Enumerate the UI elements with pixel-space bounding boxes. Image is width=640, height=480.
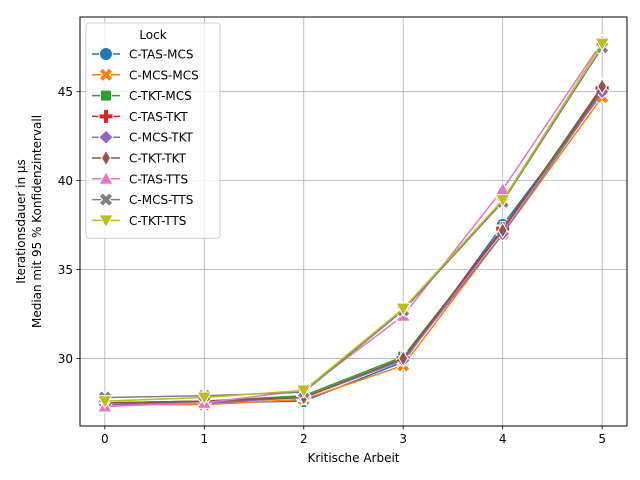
legend-box [85,22,221,239]
x-axis-label: Kritische Arbeit [307,451,399,465]
legend-label: C-TKT-TKT [129,152,187,166]
y-axis-label: Iterationsdauer in µs Median mit 95 % Ko… [14,115,44,328]
y-tick-label: 45 [58,85,73,99]
legend-label: C-MCS-TKT [129,131,194,145]
data-point [398,349,409,367]
legend-entry: C-TAS-TKT [92,108,188,124]
y-tick-label: 40 [58,174,73,188]
y-axis-label-line-1: Iterationsdauer in µs [14,159,28,284]
legend-entry: C-TAS-TTS [92,170,188,186]
data-point [594,37,610,52]
x-tick-label: 4 [499,432,507,446]
series-line [104,41,603,408]
legend-label: C-MCS-MCS [129,68,199,82]
legend-entry: C-MCS-MCS [92,67,199,83]
plot-frame [79,16,628,427]
y-axis-label-line-2: Median mit 95 % Konfidenzintervall [30,115,44,328]
legend-entry: C-TKT-TTS [92,214,186,229]
data-point [295,384,312,399]
legend-title: Lock [139,28,166,42]
legend-label: C-TKT-TTS [129,214,186,228]
legend-marker [100,89,112,102]
x-tick-label: 5 [598,432,606,446]
legend-marker [98,170,114,185]
legend-label: C-TKT-MCS [129,89,192,103]
legend-entry: C-MCS-TKT [92,129,194,145]
legend-entry: C-TAS-MCS [92,47,194,62]
legend-label: C-MCS-TTS [129,193,193,207]
legend-marker [98,67,114,83]
legend-marker [100,149,112,167]
series-c-tkt-tts [97,37,610,410]
x-tick-label: 3 [399,432,407,446]
legend-marker [98,108,114,124]
data-point [494,194,511,209]
x-tick-label: 1 [200,432,208,446]
legend-marker [98,129,114,145]
legend-entry: C-MCS-TTS [92,192,193,208]
x-tick-label: 0 [101,432,109,446]
legend-entry: C-TKT-MCS [92,89,192,103]
legend-entries: C-TAS-MCS C-MCS-MCS C-TKT-MCS C-TAS-TKT C-MC… [92,47,199,229]
series-layer [97,33,610,413]
legend-label: C-TAS-TKT [129,110,188,124]
legend: Lock C-TAS-MCS C-MCS-MCS C-TKT-MCS C-TAS-TK… [85,22,221,239]
data-point [395,302,412,317]
legend-marker [99,47,113,61]
data-point [497,221,508,239]
data-point [597,77,608,95]
series-line [104,43,603,402]
legend-label: C-TAS-TTS [129,172,188,186]
y-tick-label: 30 [58,352,73,366]
legend-marker [98,192,114,208]
legend-label: C-TAS-MCS [129,48,194,62]
data-point [97,395,113,410]
series-line [104,46,603,399]
data-point [196,391,213,406]
x-tick-label: 2 [300,432,308,446]
legend-entry: C-TKT-TKT [92,149,187,167]
y-tick-label: 35 [58,263,73,277]
series-line [104,85,603,404]
legend-marker [98,214,114,229]
